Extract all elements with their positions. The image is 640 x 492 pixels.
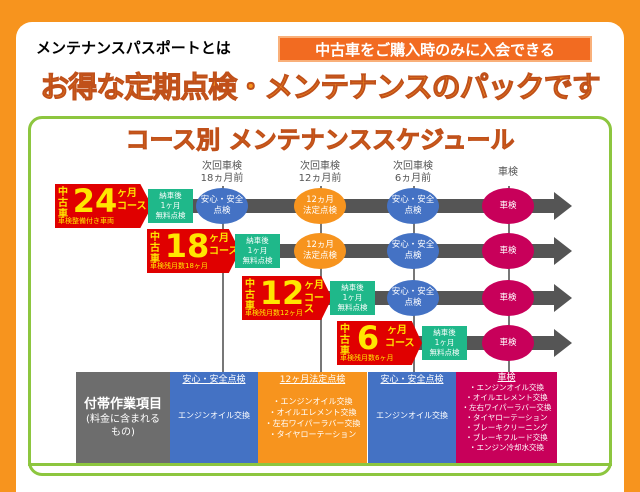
used-car-label: 中古車 — [245, 279, 255, 312]
col-head: 12ヶ月法定点検 — [279, 375, 346, 385]
col-head: 車検 — [497, 373, 516, 383]
col-body: ・エンジンオイル交換 ・オイルエレメント交換 ・左右ワイパーラバー交換 ・タイヤ… — [461, 383, 552, 452]
col-body: ・エンジンオイル交換 ・オイルエレメント交換 ・左右ワイパーラバー交換 ・タイヤ… — [264, 397, 361, 439]
arrow-head-icon — [554, 192, 572, 220]
used-car-label: 中古車 — [340, 324, 350, 357]
course-badge-24: 中古車 24 ヶ月コース 車検整備付き車両 — [55, 184, 152, 228]
col-body: エンジンオイル交換 — [178, 411, 250, 420]
legal-check-node: 12ヵ月 法定点検 — [294, 233, 346, 269]
course-unit: コース — [385, 338, 415, 349]
shaken-node: 車検 — [482, 233, 534, 269]
course-months: 6 — [356, 319, 380, 357]
divider — [28, 463, 612, 466]
headline: お得な定期点検・メンテナンスのパックです — [40, 70, 601, 105]
month-unit: ヶ月 — [304, 280, 324, 291]
course-unit: コース — [304, 293, 324, 315]
table-col-safety-2: 安心・安全点検 エンジンオイル交換 — [368, 372, 456, 463]
col-head: 安心・安全点検 — [182, 375, 246, 385]
table-col-legal: 12ヶ月法定点検 ・エンジンオイル交換 ・オイルエレメント交換 ・左右ワイパーラ… — [258, 372, 367, 463]
arrow-head-icon — [554, 284, 572, 312]
schedule-title: コース別 メンテナンススケジュール — [125, 126, 515, 155]
safety-check-node: 安心・安全 点検 — [387, 188, 439, 224]
arrow-head-icon — [554, 329, 572, 357]
course-note: 車検残月数6ヶ月 — [340, 354, 394, 362]
course-unit: コース — [209, 246, 239, 257]
month-unit: ヶ月 — [117, 188, 137, 199]
course-note: 車検残月数12ヶ月 — [245, 309, 303, 317]
free-check-box: 納車後 1ヶ月 無料点検 — [148, 189, 193, 223]
free-check-box: 納車後 1ヶ月 無料点検 — [422, 326, 467, 360]
intro-text: メンテナンスパスポートとは — [36, 39, 231, 57]
course-months: 12 — [259, 274, 305, 312]
month-unit: ヶ月 — [209, 233, 229, 244]
used-car-label: 中古車 — [150, 232, 160, 265]
column-header: 次回車検 6ヵ月前 — [393, 161, 433, 184]
safety-check-node: 安心・安全 点検 — [196, 188, 248, 224]
shaken-node: 車検 — [482, 188, 534, 224]
shaken-node: 車検 — [482, 280, 534, 316]
legal-check-node: 12ヵ月 法定点検 — [294, 188, 346, 224]
month-unit: ヶ月 — [387, 325, 407, 336]
course-badge-18: 中古車 18 ヶ月コース 車検残月数18ヶ月 — [147, 229, 240, 273]
table-label: 付帯作業項目 — [83, 396, 162, 412]
safety-check-node: 安心・安全 点検 — [387, 280, 439, 316]
timeline-divider — [508, 186, 510, 372]
shaken-node: 車検 — [482, 325, 534, 361]
course-months: 18 — [164, 227, 210, 265]
col-body: エンジンオイル交換 — [376, 411, 448, 420]
used-car-label: 中古車 — [58, 187, 68, 220]
table-label-sub: (料金に含まれる もの) — [86, 413, 160, 438]
table-col-safety-1: 安心・安全点検 エンジンオイル交換 — [170, 372, 258, 463]
course-note: 車検残月数18ヶ月 — [150, 262, 208, 270]
column-header: 車検 — [498, 167, 518, 178]
timeline-divider — [413, 186, 415, 372]
column-header: 次回車検 12ヵ月前 — [298, 161, 342, 184]
timeline-divider — [222, 186, 224, 372]
course-months: 24 — [72, 182, 118, 220]
table-label-cell: 付帯作業項目 (料金に含まれる もの) — [76, 372, 170, 463]
course-unit: コース — [117, 201, 147, 212]
membership-badge: 中古車をご購入時のみに入会できる — [278, 36, 592, 62]
free-check-box: 納車後 1ヶ月 無料点検 — [330, 281, 375, 315]
column-header: 次回車検 18ヵ月前 — [200, 161, 244, 184]
arrow-head-icon — [554, 237, 572, 265]
course-note: 車検整備付き車両 — [58, 217, 114, 225]
safety-check-node: 安心・安全 点検 — [387, 233, 439, 269]
col-head: 安心・安全点検 — [380, 375, 444, 385]
course-badge-12: 中古車 12 ヶ月コース 車検残月数12ヶ月 — [242, 276, 332, 320]
course-badge-6: 中古車 6 ヶ月コース車検残月数6ヶ月 — [337, 321, 422, 365]
free-check-box: 納車後 1ヶ月 無料点検 — [235, 234, 280, 268]
table-col-shaken: 車検 ・エンジンオイル交換 ・オイルエレメント交換 ・左右ワイパーラバー交換 ・… — [456, 372, 557, 463]
